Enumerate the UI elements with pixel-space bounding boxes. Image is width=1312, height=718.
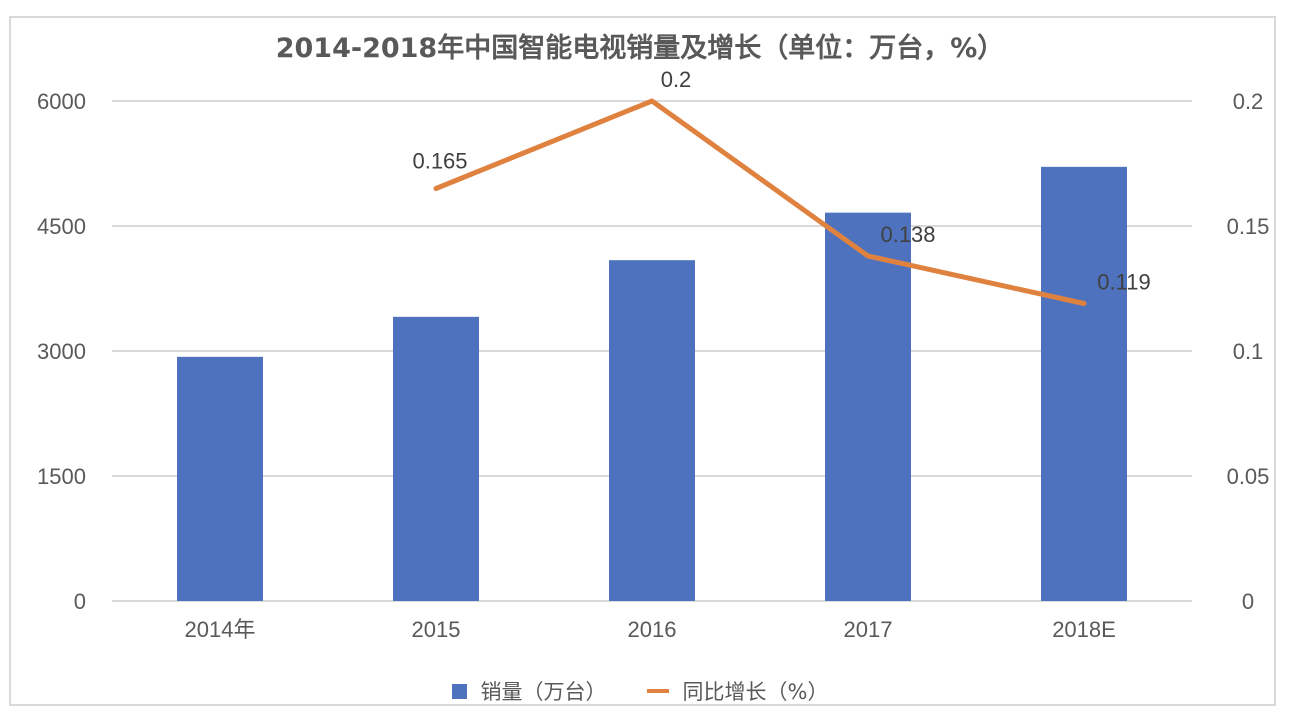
legend: 销量（万台） 同比增长（%） — [0, 676, 1280, 706]
x-tick-label: 2015 — [412, 617, 461, 642]
data-label: 0.165 — [412, 149, 467, 174]
left-tick-label: 6000 — [37, 89, 86, 114]
left-tick-label: 1500 — [37, 464, 86, 489]
x-tick-label: 2016 — [628, 617, 677, 642]
x-tick-label: 2018E — [1052, 617, 1116, 642]
bar-2017 — [825, 212, 911, 601]
left-tick-label: 3000 — [37, 339, 86, 364]
legend-item-sales: 销量（万台） — [451, 676, 607, 706]
left-tick-label: 0 — [74, 589, 86, 614]
legend-label-sales: 销量（万台） — [480, 680, 607, 704]
x-tick-label: 2014年 — [185, 617, 256, 642]
right-tick-label: 0.05 — [1227, 464, 1270, 489]
chart-frame — [9, 16, 1276, 706]
right-tick-label: 0.2 — [1233, 89, 1264, 114]
bar-2018E — [1041, 166, 1127, 602]
growth-point — [651, 100, 653, 102]
right-tick-label: 0.1 — [1233, 339, 1264, 364]
legend-item-growth: 同比增长（%） — [646, 676, 829, 706]
data-label: 0.138 — [880, 222, 935, 247]
growth-point — [435, 187, 437, 190]
bar-2014年 — [177, 356, 263, 601]
x-tick-label: 2017 — [844, 617, 893, 642]
right-tick-label: 0 — [1242, 589, 1254, 614]
right-tick-label: 0.15 — [1227, 214, 1270, 239]
data-label: 0.119 — [1097, 270, 1150, 295]
legend-swatch-line — [646, 689, 669, 693]
growth-point — [867, 255, 869, 257]
bar-2016 — [609, 260, 695, 601]
legend-swatch-bar — [451, 683, 467, 699]
data-label: 0.2 — [661, 67, 692, 92]
growth-line — [433, 98, 1087, 306]
chart-title: 2014-2018年中国智能电视销量及增长（单位：万台，%） — [275, 33, 1005, 64]
growth-point — [1083, 302, 1085, 305]
left-tick-label: 4500 — [37, 214, 86, 239]
bar-2015 — [393, 316, 479, 601]
legend-label-growth: 同比增长（%） — [682, 680, 829, 704]
